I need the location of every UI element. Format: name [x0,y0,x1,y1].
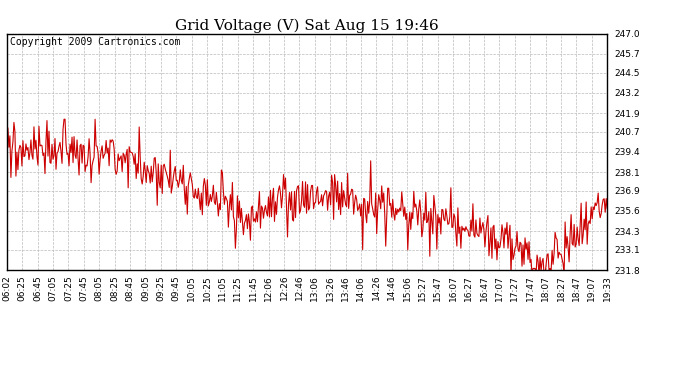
Title: Grid Voltage (V) Sat Aug 15 19:46: Grid Voltage (V) Sat Aug 15 19:46 [175,18,439,33]
Text: Copyright 2009 Cartronics.com: Copyright 2009 Cartronics.com [10,37,180,47]
